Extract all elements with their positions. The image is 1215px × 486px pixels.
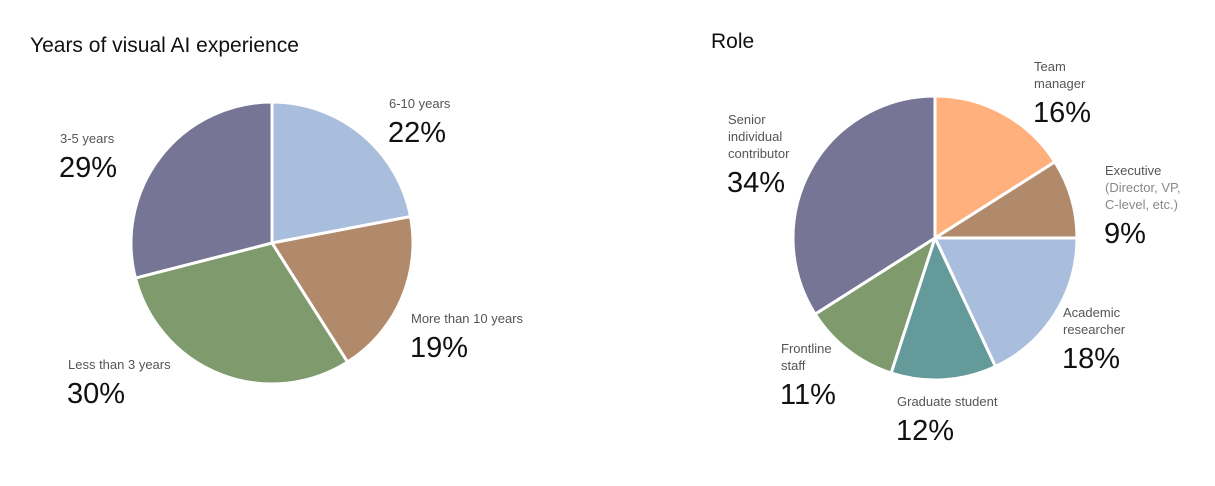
slice-label: Senior individual contributor (728, 112, 790, 161)
slice-label-line: Graduate student (897, 394, 998, 409)
value-label: 34% (727, 167, 785, 199)
slice-label-line: individual (728, 129, 786, 144)
slice-label-line: 6-10 years (389, 96, 451, 111)
slice-label: 3-5 years (60, 131, 115, 146)
pie-slice (133, 241, 350, 386)
pie-slice (889, 236, 997, 382)
pie-slice (933, 160, 1079, 240)
slice-note-line: C-level, etc.) (1105, 197, 1178, 212)
slice-label: Frontline staff (781, 341, 835, 373)
slice-label: Graduate student (897, 394, 998, 409)
pie-slice (933, 94, 1057, 240)
slice-label-line: Executive (1105, 163, 1161, 178)
slice-label: Less than 3 years (68, 357, 171, 372)
slice-label: Academic researcher (1063, 305, 1126, 337)
slice-label: Executive (1105, 163, 1161, 178)
chart-title: Role (711, 30, 754, 53)
slice-label-line: staff (781, 358, 806, 373)
value-label: 9% (1104, 218, 1146, 250)
value-label: 19% (410, 332, 468, 364)
pie-slice (129, 100, 274, 280)
slice-note: (Director, VP, C-level, etc.) (1105, 180, 1184, 212)
slice-label-line: manager (1034, 76, 1086, 91)
pie-slice (270, 100, 413, 245)
value-label: 22% (388, 117, 446, 149)
slice-label-line: More than 10 years (411, 311, 524, 326)
value-label: 29% (59, 152, 117, 184)
value-label: 11% (780, 379, 836, 411)
value-label: 12% (896, 415, 954, 447)
slice-label-line: Less than 3 years (68, 357, 171, 372)
slice-label-line: Senior (728, 112, 769, 127)
slice-label-line: Academic (1063, 305, 1124, 320)
slice-label: More than 10 years (411, 311, 524, 326)
chart-title: Years of visual AI experience (30, 34, 299, 57)
value-label: 18% (1062, 343, 1120, 375)
pie-slice (933, 236, 1079, 368)
slice-label-line: researcher (1063, 322, 1126, 337)
value-label: 30% (67, 378, 125, 410)
slice-label-line: Team (1034, 59, 1069, 74)
slice-label: 6-10 years (389, 96, 451, 111)
slice-note-line: (Director, VP, (1105, 180, 1184, 195)
slice-label-line: Frontline (781, 341, 835, 356)
slice-label-line: 3-5 years (60, 131, 115, 146)
slice-label-line: contributor (728, 146, 790, 161)
slice-label: Team manager (1034, 59, 1086, 91)
pie-slice (813, 236, 937, 375)
pie-slice (791, 94, 937, 316)
value-label: 16% (1033, 97, 1091, 129)
pie-slice (270, 215, 415, 364)
